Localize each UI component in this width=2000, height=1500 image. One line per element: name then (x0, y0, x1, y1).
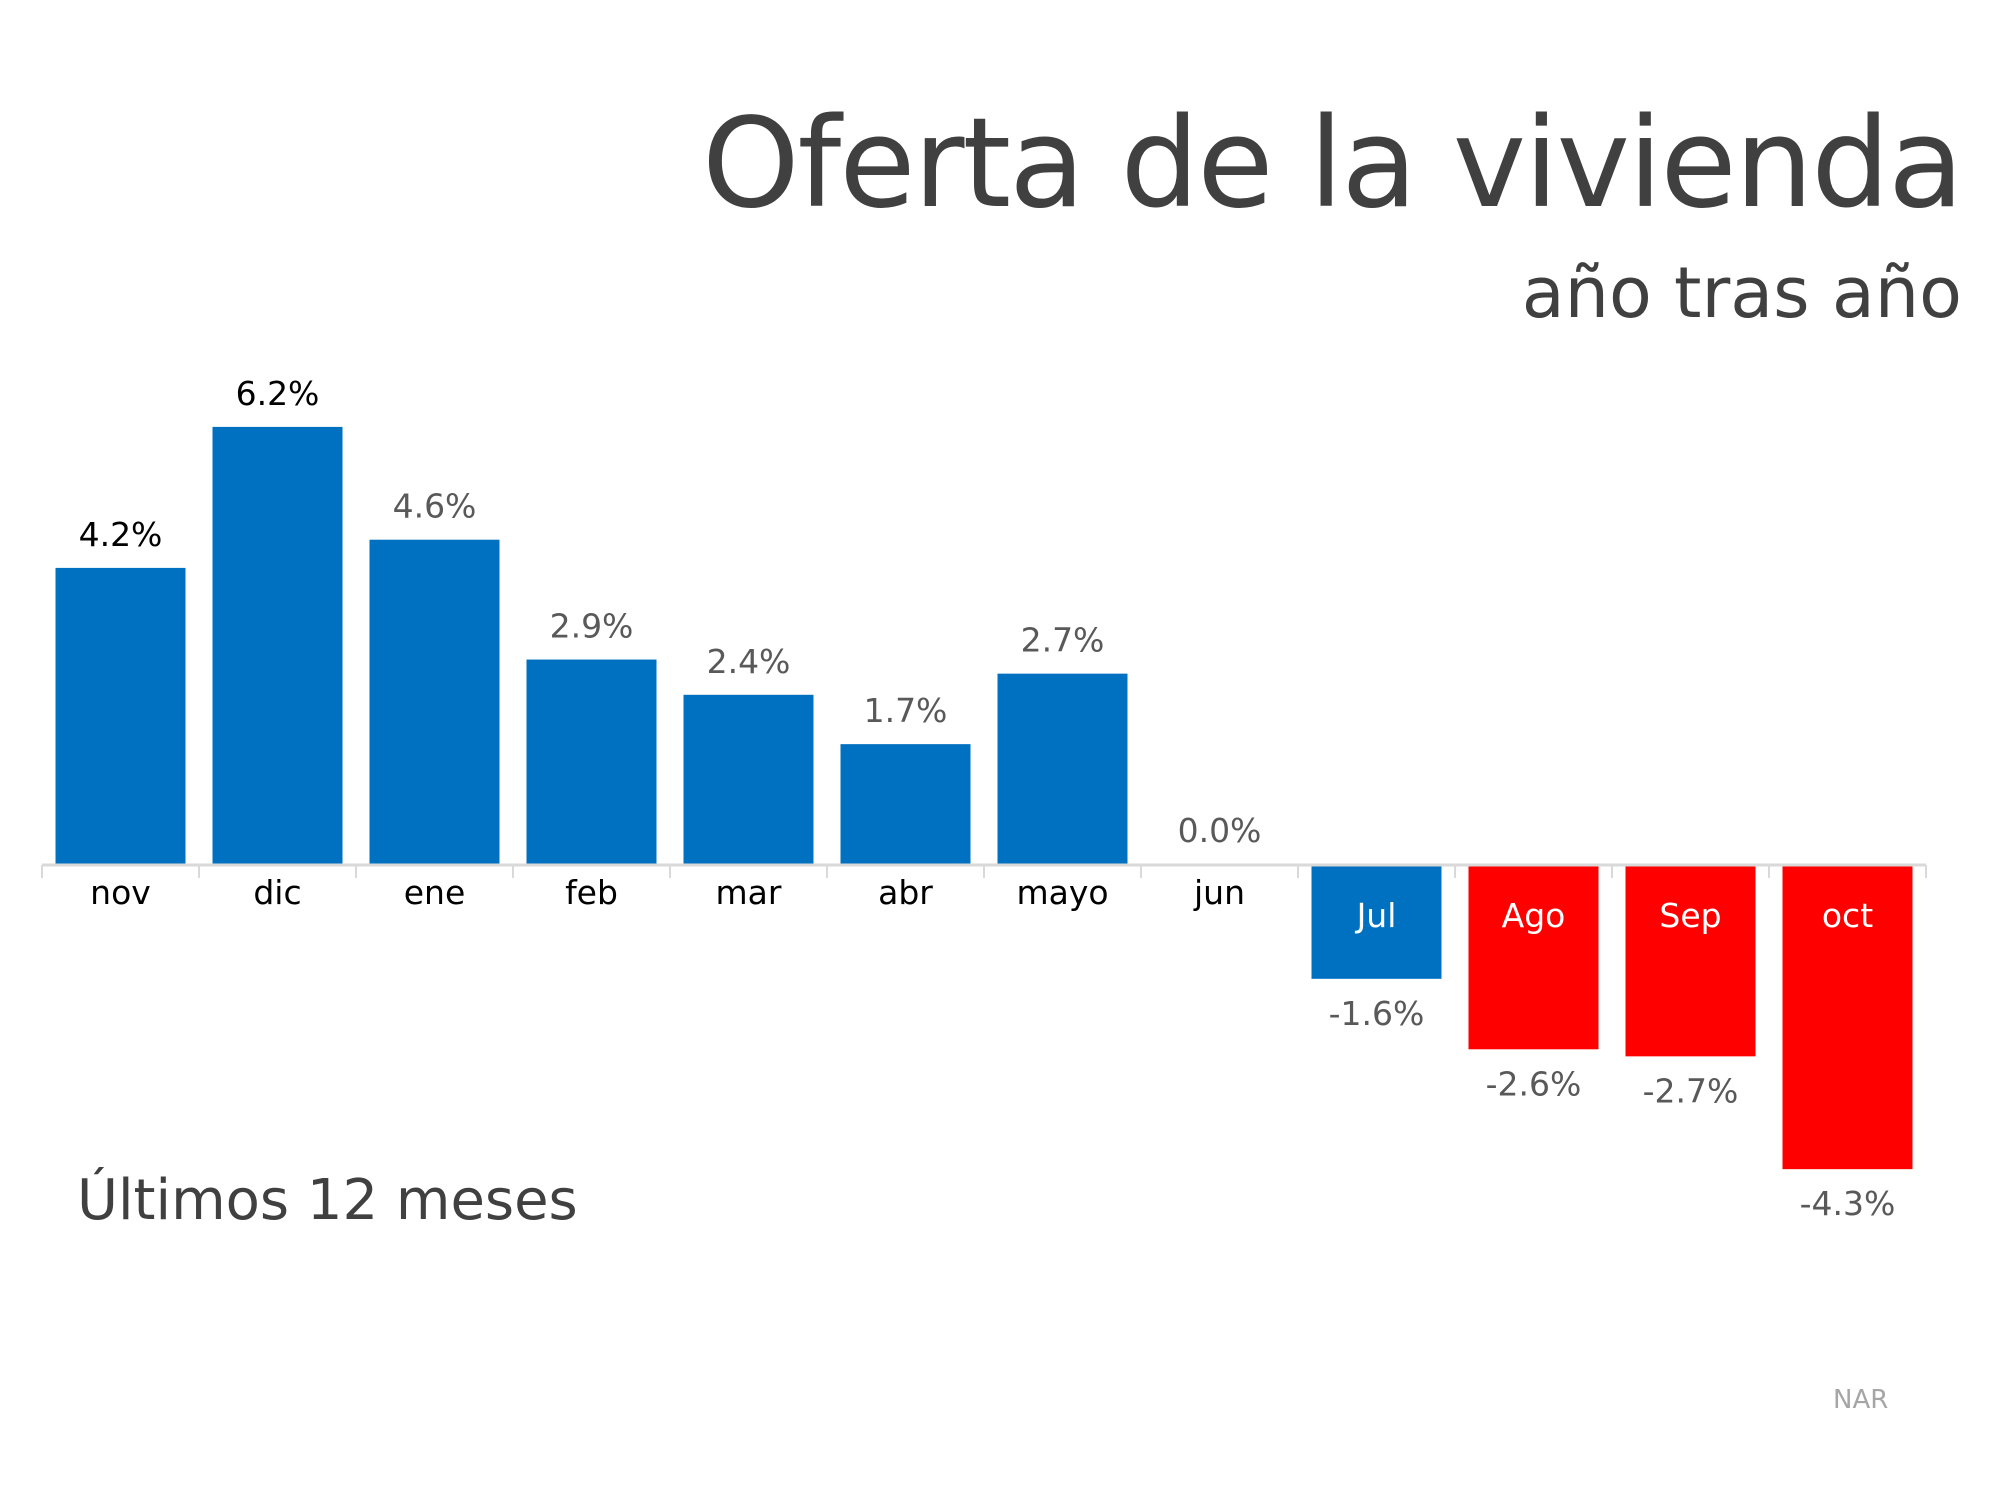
data-label: 4.2% (79, 515, 163, 554)
data-label: 4.6% (393, 487, 477, 526)
data-label: -1.6% (1329, 994, 1425, 1033)
x-tick-label: nov (90, 873, 151, 912)
bar (997, 673, 1128, 864)
bar (369, 539, 500, 864)
bar (526, 659, 657, 864)
bar (1311, 866, 1442, 979)
data-label: -2.7% (1643, 1071, 1739, 1110)
bar (1625, 866, 1756, 1057)
period-annotation: Últimos 12 meses (77, 1168, 578, 1233)
chart-title: Oferta de la vivienda (701, 92, 1964, 236)
x-tick-label: mayo (1016, 873, 1108, 912)
data-label: 0.0% (1178, 811, 1262, 850)
bar (1782, 866, 1913, 1170)
bar (55, 567, 186, 864)
x-tick-label: feb (565, 873, 618, 912)
data-label: 2.7% (1021, 621, 1105, 660)
bar (683, 694, 814, 864)
chart-subtitle: año tras año (1521, 252, 1962, 334)
x-tick-label: dic (253, 873, 301, 912)
x-tick-label: Sep (1659, 896, 1721, 935)
data-label: -4.3% (1800, 1184, 1896, 1223)
data-label: 1.7% (864, 691, 948, 730)
data-label: -2.6% (1486, 1064, 1582, 1103)
x-tick-label: jun (1193, 873, 1245, 912)
x-tick-label: ene (404, 873, 466, 912)
x-tick-label: Jul (1355, 896, 1397, 935)
data-label: 6.2% (236, 374, 320, 413)
bar (1468, 866, 1599, 1050)
data-label: 2.9% (550, 607, 634, 646)
x-tick-label: mar (716, 873, 782, 912)
bar (840, 744, 971, 864)
source-label: NAR (1833, 1385, 1889, 1415)
x-tick-label: Ago (1502, 896, 1566, 935)
x-tick-label: abr (878, 873, 933, 912)
x-tick-label: oct (1822, 896, 1873, 935)
data-label: 2.4% (707, 642, 791, 681)
bar (212, 426, 343, 864)
